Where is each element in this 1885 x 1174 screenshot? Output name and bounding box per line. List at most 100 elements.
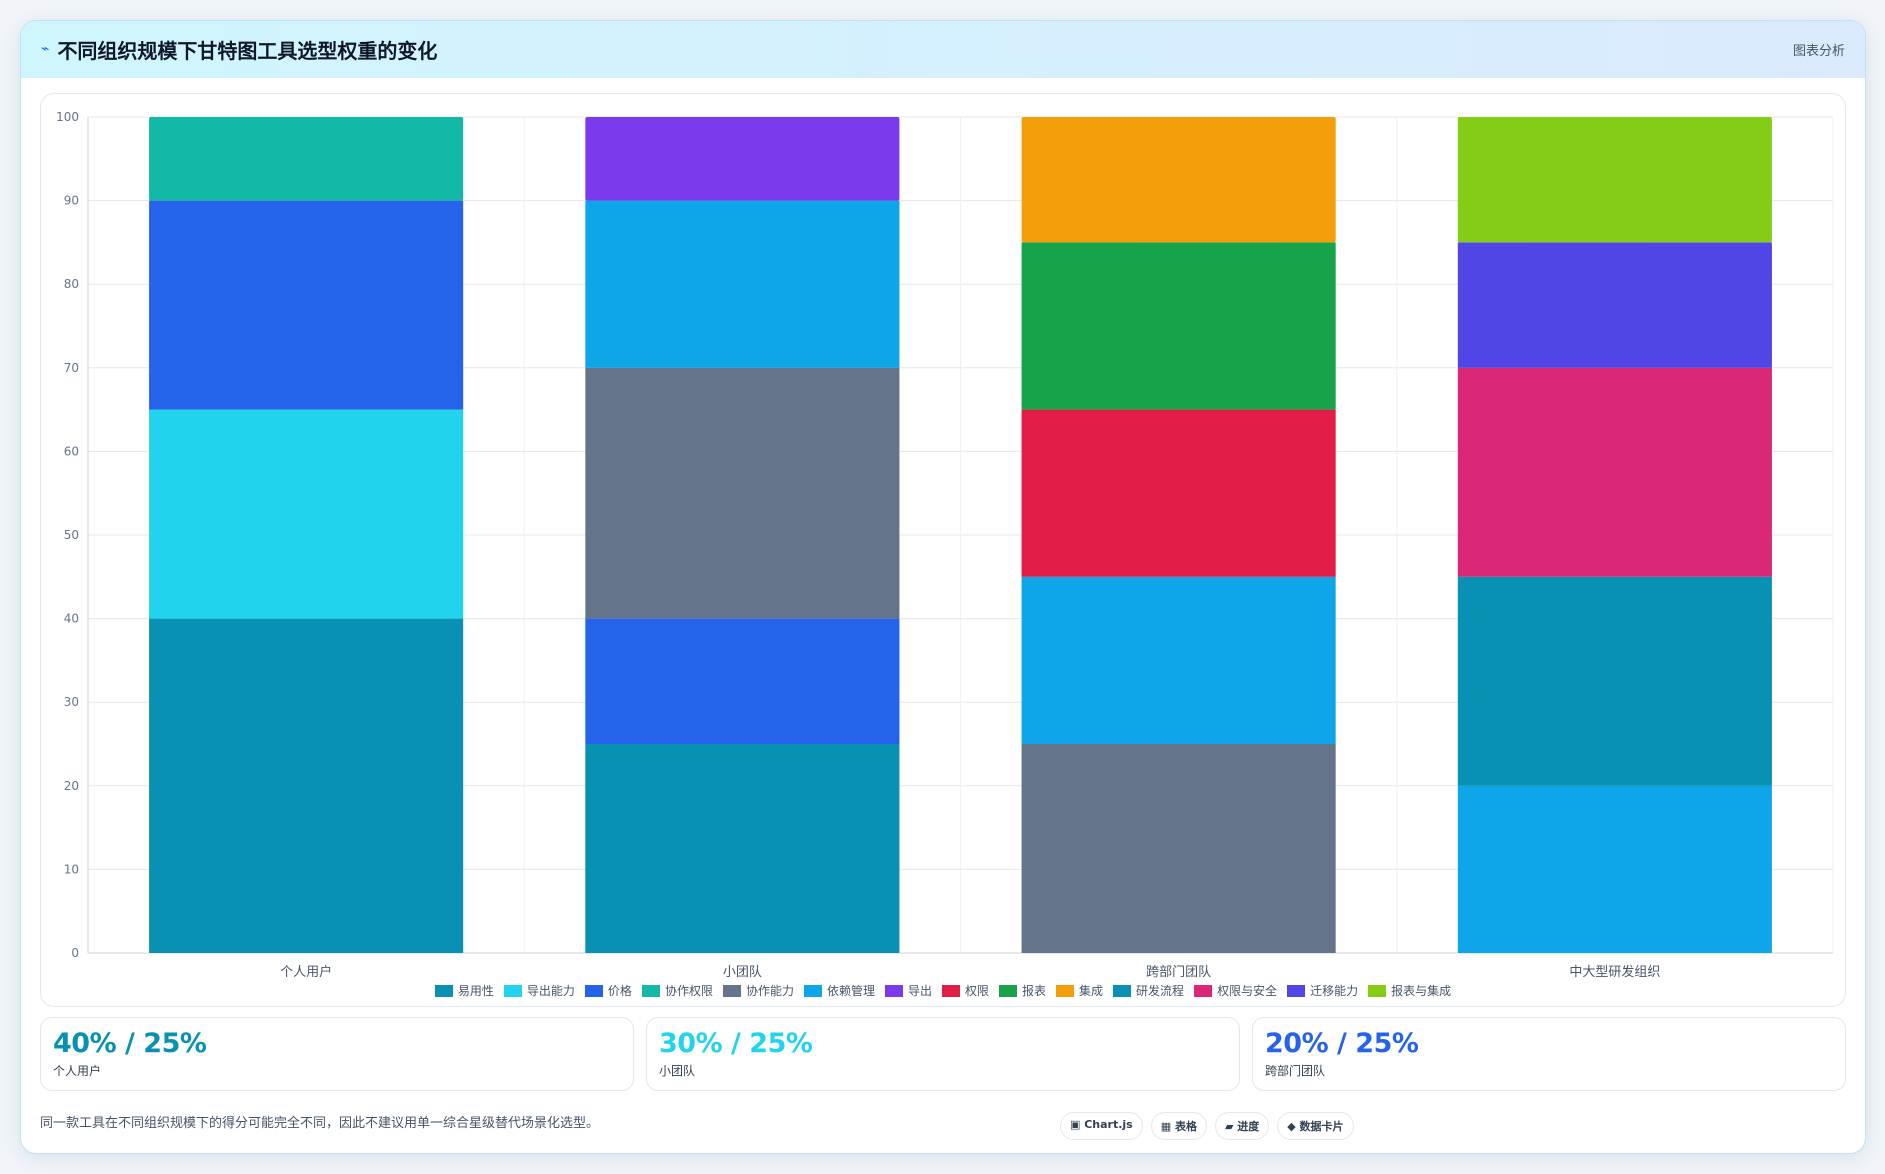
legend-swatch — [1368, 984, 1387, 997]
legend-item[interactable]: 易用性 — [434, 982, 494, 999]
bar-segment — [585, 744, 900, 953]
y-tick-label: 40 — [64, 612, 79, 626]
chart-container: 0 10 20 30 40 50 60 70 80 90 100 个人用户 小团队 跨部门团队 中大型研发组… — [40, 93, 1846, 1007]
bar-segment — [585, 117, 900, 201]
legend-swatch — [722, 984, 741, 997]
legend-label: 协作权限 — [664, 984, 713, 998]
legend-item[interactable]: 权限与安全 — [1194, 982, 1277, 999]
legend-label: 报表 — [1022, 984, 1047, 998]
bar-segment — [1021, 242, 1336, 410]
stat-card: 20% / 25% 跨部门团队 — [1252, 1017, 1846, 1091]
y-tick-label: 90 — [64, 194, 79, 208]
legend-label: 依赖管理 — [826, 984, 875, 998]
y-tick-label: 60 — [64, 444, 79, 458]
bar-segment — [1021, 576, 1336, 744]
footer: 同一款工具在不同组织规模下的得分可能完全不同，因此不建议用单一综合星级替代场景化… — [40, 1108, 1845, 1144]
legend-item[interactable]: 权限 — [942, 982, 989, 999]
bar-segment — [1457, 785, 1772, 953]
data-card-button[interactable]: ◆ 数据卡片 — [1277, 1112, 1354, 1140]
bar-segment — [1021, 744, 1336, 953]
stat-label: 跨部门团队 — [1265, 1064, 1326, 1078]
legend-item[interactable]: 价格 — [584, 982, 632, 999]
chart-title: 不同组织规模下甘特图工具选型权重的变化 — [57, 38, 438, 63]
legend-swatch — [641, 984, 660, 997]
y-tick-label: 80 — [64, 277, 79, 291]
legend-item[interactable]: 集成 — [1056, 982, 1103, 999]
stat-value: 20% / 25% — [1265, 1028, 1419, 1059]
x-tick-label: 跨部门团队 — [1146, 965, 1211, 980]
bar-segment — [1457, 117, 1772, 243]
legend-swatch — [803, 984, 822, 997]
chartjs-button[interactable]: ▣ Chart.js — [1060, 1112, 1143, 1140]
legend-label: 权限 — [965, 984, 990, 998]
footer-note: 同一款工具在不同组织规模下的得分可能完全不同，因此不建议用单一综合星级替代场景化… — [40, 1115, 600, 1131]
stat-label: 小团队 — [659, 1064, 696, 1078]
legend-swatch — [584, 984, 603, 997]
legend-label: 迁移能力 — [1310, 984, 1359, 998]
legend-swatch — [884, 984, 903, 997]
legend-label: 权限与安全 — [1217, 984, 1278, 998]
bar-segment — [1457, 576, 1772, 786]
legend-swatch — [1194, 984, 1213, 997]
chart-legend: 易用性 导出能力 价格 协作权限 协作能力 依赖管理 导出 权限 报表 集成 研发流程 权限与安全 迁移… — [41, 982, 1845, 999]
progress-button[interactable]: ▰ 进度 — [1214, 1112, 1270, 1140]
legend-label: 研发流程 — [1136, 984, 1185, 998]
legend-swatch — [1287, 984, 1306, 997]
y-tick-label: 100 — [56, 110, 79, 124]
legend-item[interactable]: 导出 — [884, 982, 932, 999]
legend-swatch — [1113, 984, 1132, 997]
y-tick-label: 10 — [64, 862, 79, 876]
stacked-bar-chart: 0 10 20 30 40 50 60 70 80 90 100 个人用户 小团队 跨部门团队 中大型研发组… — [56, 110, 1834, 980]
legend-swatch — [999, 984, 1018, 997]
y-tick-label: 20 — [64, 779, 79, 793]
bar-segment — [149, 409, 464, 619]
legend-swatch — [1056, 984, 1075, 997]
bar-segment — [585, 618, 900, 744]
view-toolbar: ▣ Chart.js ▦ 表格 ▰ 进度 ◆ 数据卡片 — [1060, 1112, 1354, 1140]
legend-label: 导出能力 — [526, 984, 575, 998]
y-tick-label: 70 — [64, 361, 79, 375]
bar-segment — [149, 618, 464, 953]
legend-item[interactable]: 研发流程 — [1113, 982, 1184, 999]
title-wrap: ⌁ 不同组织规模下甘特图工具选型权重的变化 — [41, 35, 437, 64]
bar-segment — [149, 200, 464, 410]
chart-icon: ⌁ — [41, 41, 50, 57]
legend-item[interactable]: 协作能力 — [722, 982, 794, 999]
y-tick-label: 50 — [64, 528, 79, 542]
card-header: ⌁ 不同组织规模下甘特图工具选型权重的变化 图表分析 — [21, 21, 1865, 78]
header-tag: 图表分析 — [1792, 43, 1845, 59]
legend-label: 协作能力 — [745, 984, 794, 998]
legend-swatch — [434, 984, 453, 997]
bar-segment — [1021, 117, 1336, 243]
x-tick-label: 个人用户 — [280, 964, 332, 980]
bar-segment — [149, 117, 464, 201]
bar-segment — [585, 200, 900, 368]
bar-segment — [1457, 242, 1772, 368]
stat-card: 40% / 25% 个人用户 — [40, 1017, 634, 1091]
x-tick-label: 小团队 — [723, 965, 762, 980]
y-tick-label: 0 — [71, 946, 79, 960]
stat-value: 30% / 25% — [659, 1028, 813, 1059]
legend-item[interactable]: 依赖管理 — [803, 982, 875, 999]
legend-label: 易用性 — [457, 984, 494, 998]
legend-item[interactable]: 协作权限 — [641, 982, 713, 999]
table-button[interactable]: ▦ 表格 — [1150, 1112, 1207, 1140]
stat-card: 30% / 25% 小团队 — [646, 1017, 1240, 1091]
stat-label: 个人用户 — [53, 1064, 102, 1078]
x-tick-label: 中大型研发组织 — [1569, 964, 1660, 980]
y-tick-label: 30 — [64, 695, 79, 709]
legend-item[interactable]: 报表与集成 — [1368, 982, 1451, 999]
stat-cards: 40% / 25% 个人用户 30% / 25% 小团队 20% / 25% 跨部门团队 — [40, 1017, 1846, 1091]
legend-item[interactable]: 报表 — [999, 982, 1046, 999]
bar-segment — [1457, 367, 1772, 577]
chart-card: ⌁ 不同组织规模下甘特图工具选型权重的变化 图表分析 0 10 20 30 40 50 60… — [20, 20, 1866, 1154]
legend-swatch — [503, 984, 522, 997]
legend-label: 价格 — [607, 984, 632, 998]
legend-label: 导出 — [907, 984, 932, 998]
legend-label: 集成 — [1079, 984, 1104, 998]
legend-item[interactable]: 迁移能力 — [1287, 982, 1358, 999]
legend-label: 报表与集成 — [1391, 984, 1452, 998]
stat-value: 40% / 25% — [53, 1028, 207, 1059]
legend-item[interactable]: 导出能力 — [503, 982, 575, 999]
bar-segment — [1021, 409, 1336, 577]
